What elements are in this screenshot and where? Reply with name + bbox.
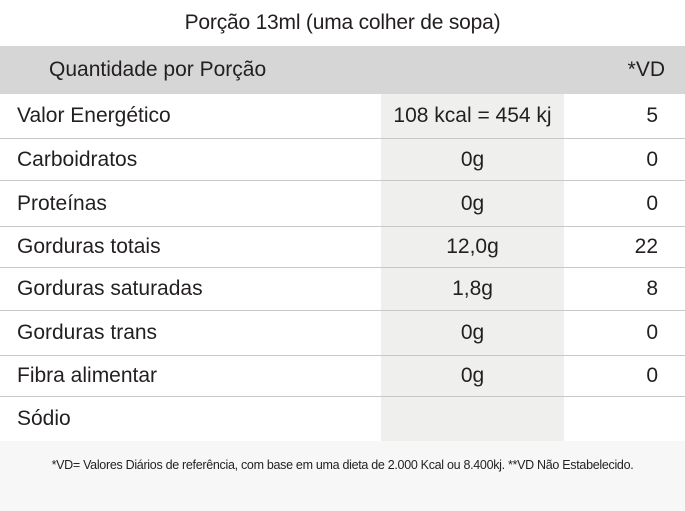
table-row: Gorduras trans 0g 0 — [0, 311, 685, 355]
nutrient-vd: 0 — [646, 364, 658, 387]
nutrient-name: Valor Energético — [17, 104, 171, 127]
nutrient-vd: 8 — [646, 277, 658, 300]
nutrient-amount: 0g — [460, 147, 485, 171]
nutrient-name: Fibra alimentar — [17, 364, 158, 387]
table-row: Proteínas 0g 0 — [0, 181, 685, 226]
row-divider — [0, 138, 685, 139]
nutrient-name: Carboidratos — [17, 147, 138, 171]
row-divider — [0, 355, 685, 356]
header-vd-label: *VD — [627, 58, 665, 81]
row-divider — [0, 396, 685, 397]
table-row: Gorduras saturadas 1,8g 8 — [0, 268, 685, 310]
nutrient-amount — [381, 397, 564, 441]
header-quantity-label: Quantidade por Porção — [49, 58, 267, 81]
serving-size-title: Porção 13ml (uma colher de sopa) — [0, 0, 685, 46]
nutrient-name: Gorduras totais — [17, 235, 161, 258]
table-row: Fibra alimentar 0g 0 — [0, 356, 685, 396]
nutrient-vd: 0 — [646, 147, 658, 171]
nutrient-vd: 0 — [646, 191, 658, 215]
nutrient-amount: 0g — [460, 321, 485, 344]
row-divider — [0, 226, 685, 227]
nutrient-name: Gorduras saturadas — [17, 277, 203, 300]
nutrient-amount: 12,0g — [446, 235, 499, 258]
row-divider — [0, 267, 685, 268]
table-row: Gorduras totais 12,0g 22 — [0, 227, 685, 267]
nutrient-name: Gorduras trans — [17, 321, 158, 344]
nutrient-amount: 0g — [460, 191, 485, 215]
nutrient-amount: 1,8g — [452, 277, 493, 300]
nutrition-table: Valor Energético 108 kcal = 454 kj 5 Car… — [0, 94, 685, 441]
nutrient-vd: 0 — [646, 321, 658, 344]
nutrient-vd: 22 — [634, 235, 658, 258]
nutrient-amount: 108 kcal = 454 kj — [393, 104, 552, 127]
nutrient-name: Proteínas — [17, 191, 107, 215]
table-header: Quantidade por Porção *VD — [0, 46, 685, 94]
row-divider — [0, 310, 685, 311]
row-divider — [0, 180, 685, 181]
nutrient-vd: 5 — [646, 104, 658, 127]
vd-footnote: *VD= Valores Diários de referência, com … — [0, 441, 685, 489]
nutrient-name: Sódio — [17, 407, 71, 430]
table-row: Sódio — [0, 397, 685, 441]
table-row: Carboidratos 0g 0 — [0, 139, 685, 180]
nutrient-vd — [564, 397, 685, 441]
table-row: Valor Energético 108 kcal = 454 kj 5 — [0, 94, 685, 138]
nutrient-amount: 0g — [460, 364, 485, 387]
